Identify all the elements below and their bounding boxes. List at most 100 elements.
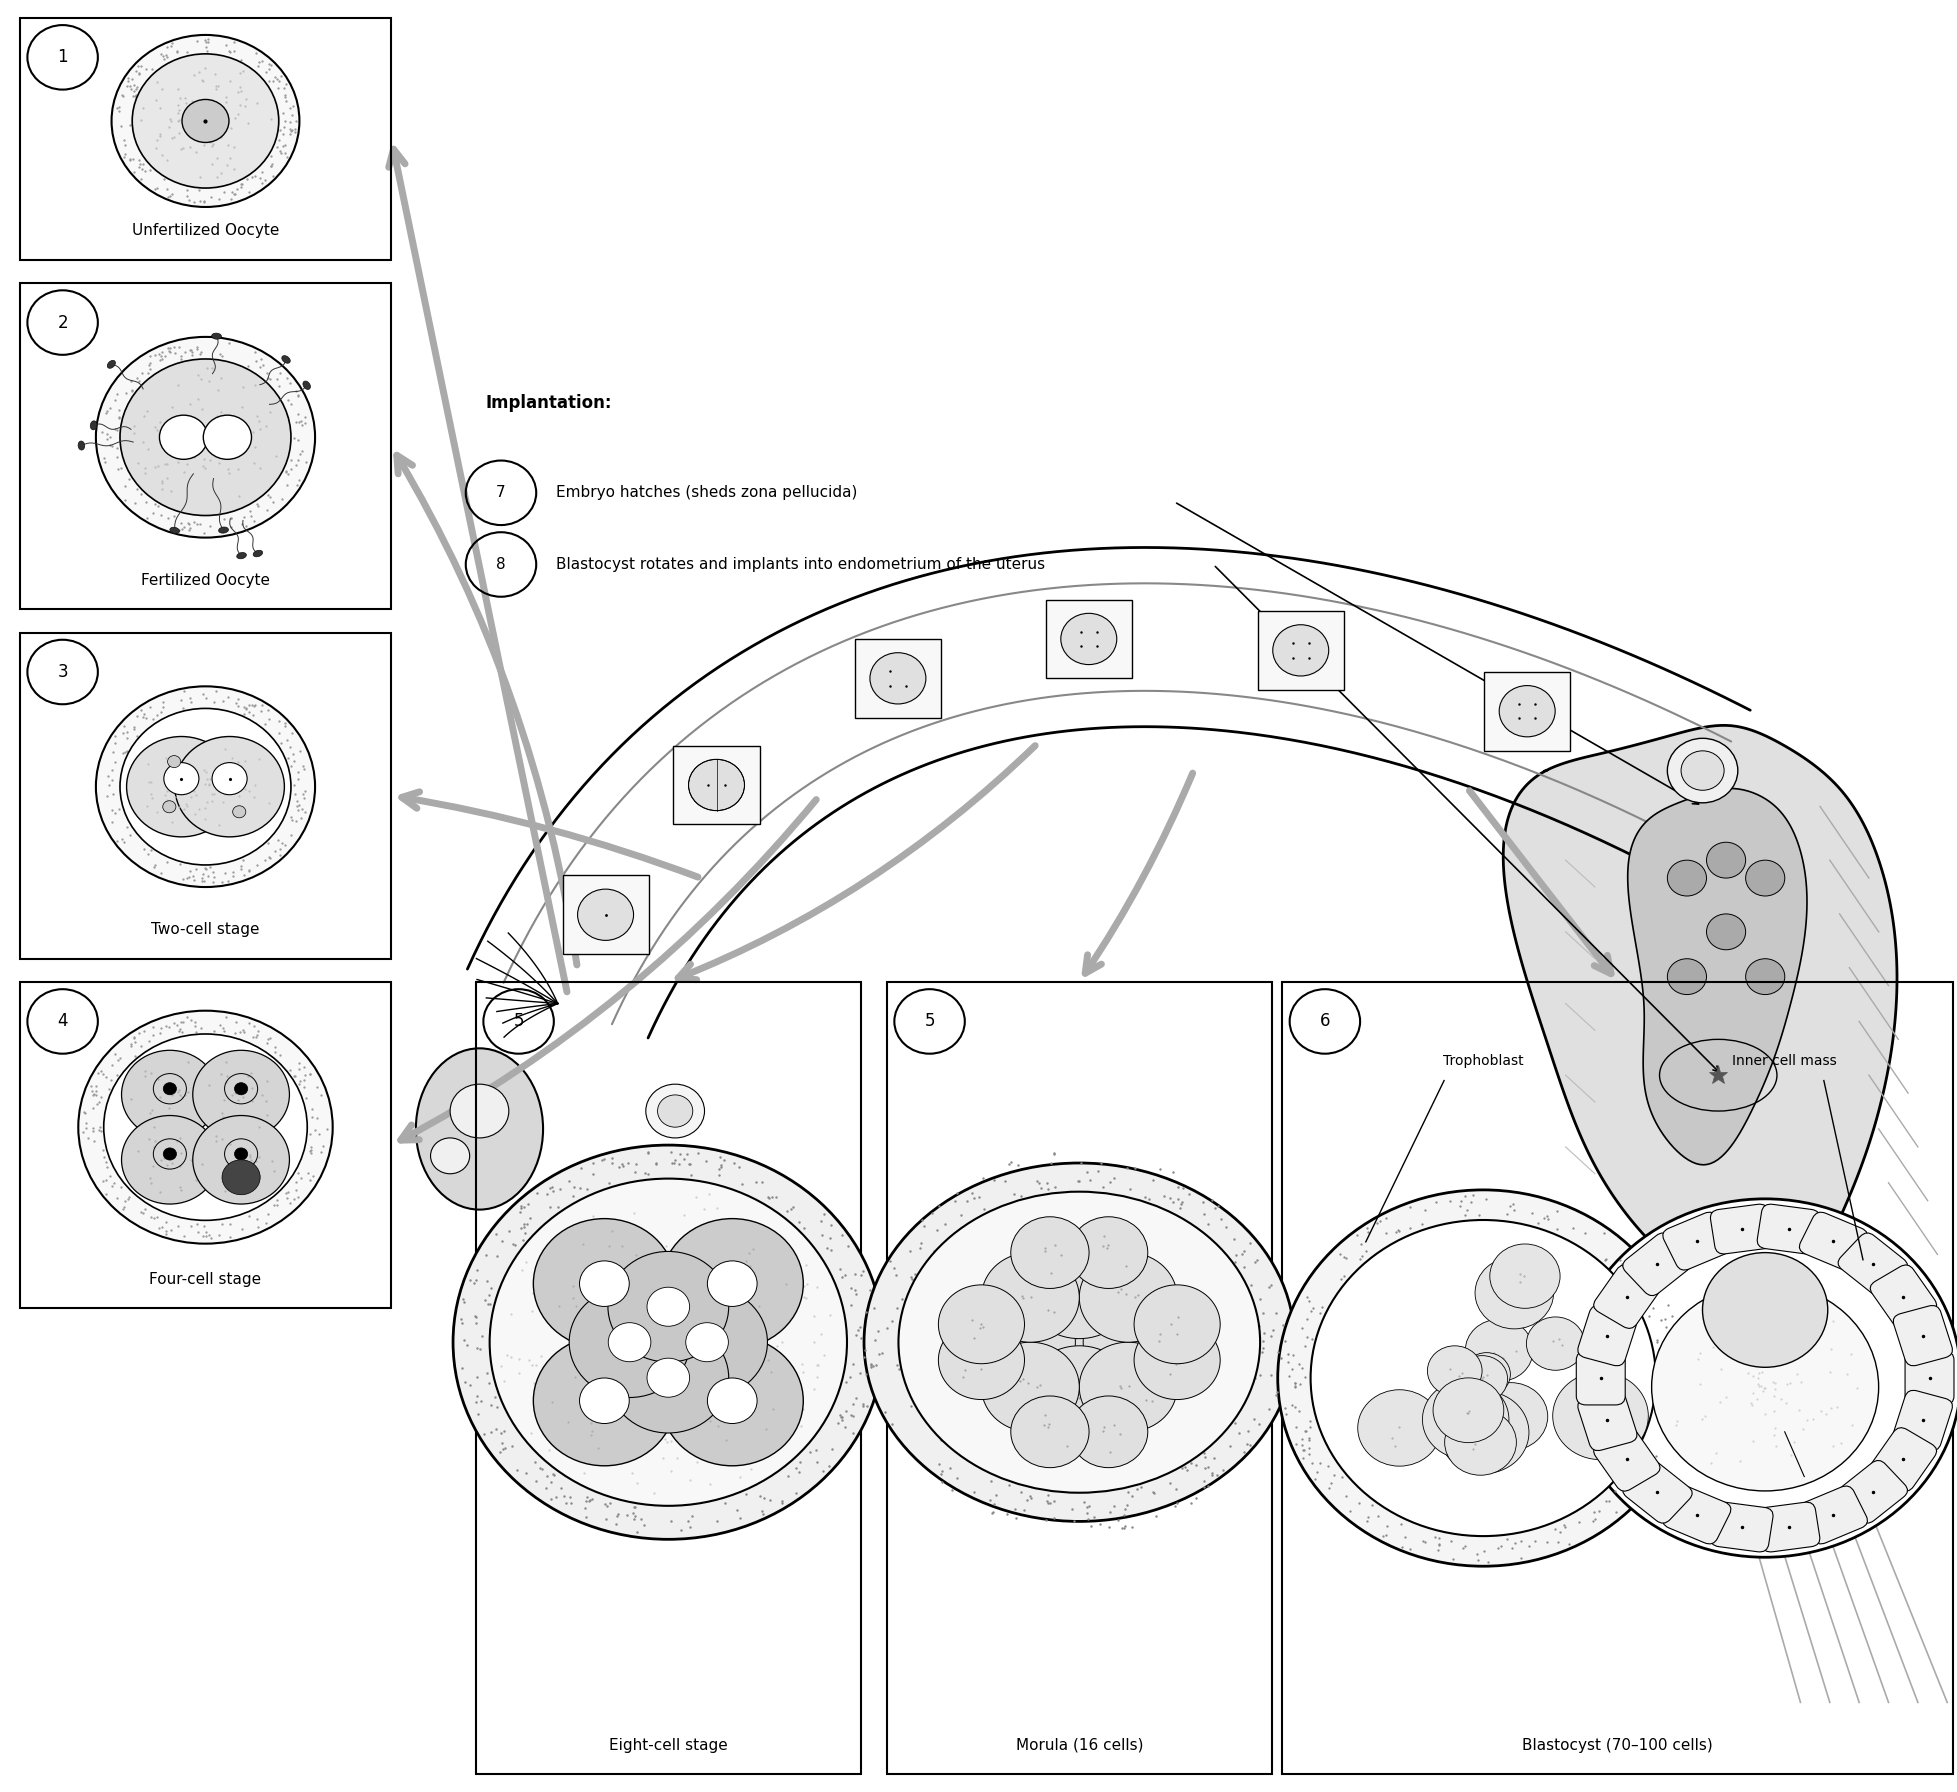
FancyBboxPatch shape: [1798, 1211, 1867, 1271]
Circle shape: [78, 1011, 333, 1244]
Circle shape: [661, 1335, 802, 1466]
Bar: [855, 640, 941, 719]
Circle shape: [609, 1251, 728, 1362]
Circle shape: [133, 54, 278, 188]
Circle shape: [1667, 738, 1738, 803]
FancyBboxPatch shape: [1622, 1233, 1693, 1296]
Circle shape: [579, 1262, 630, 1306]
Text: 5: 5: [924, 1012, 935, 1030]
Text: Blastocyst rotates and implants into endometrium of the uterus: Blastocyst rotates and implants into end…: [556, 557, 1045, 572]
Circle shape: [1080, 1342, 1178, 1432]
Bar: [20, 982, 391, 1308]
Text: Implantation:: Implantation:: [485, 394, 613, 412]
Circle shape: [96, 337, 315, 538]
Polygon shape: [1628, 788, 1806, 1165]
Circle shape: [569, 1287, 691, 1398]
Polygon shape: [1503, 726, 1896, 1296]
Circle shape: [1278, 1190, 1689, 1566]
Circle shape: [431, 1138, 470, 1174]
Circle shape: [1667, 860, 1707, 896]
Circle shape: [1311, 1220, 1656, 1536]
Circle shape: [982, 1253, 1080, 1342]
Text: 7: 7: [497, 486, 505, 500]
Circle shape: [1061, 613, 1117, 665]
Circle shape: [706, 1378, 757, 1423]
Circle shape: [221, 1159, 260, 1195]
Ellipse shape: [252, 550, 262, 557]
FancyBboxPatch shape: [1593, 1428, 1660, 1491]
Bar: [1282, 982, 1953, 1774]
Circle shape: [119, 358, 292, 516]
Circle shape: [1464, 1353, 1511, 1396]
Ellipse shape: [237, 552, 247, 559]
Circle shape: [609, 1322, 652, 1362]
Circle shape: [204, 416, 252, 459]
Bar: [20, 18, 391, 260]
Circle shape: [1652, 1283, 1879, 1491]
Circle shape: [1080, 1253, 1178, 1342]
Ellipse shape: [282, 355, 290, 364]
Circle shape: [534, 1219, 675, 1349]
FancyBboxPatch shape: [1904, 1351, 1953, 1405]
Bar: [562, 874, 648, 953]
Ellipse shape: [898, 1192, 1260, 1493]
Circle shape: [1135, 1321, 1221, 1400]
Circle shape: [685, 1322, 728, 1362]
Circle shape: [159, 416, 207, 459]
FancyBboxPatch shape: [1577, 1306, 1636, 1366]
Circle shape: [1025, 1346, 1135, 1446]
FancyBboxPatch shape: [1577, 1391, 1636, 1450]
Circle shape: [162, 1082, 176, 1095]
FancyBboxPatch shape: [1798, 1486, 1867, 1545]
FancyBboxPatch shape: [1710, 1502, 1773, 1552]
Circle shape: [1427, 1346, 1481, 1396]
Circle shape: [162, 801, 176, 814]
Circle shape: [1433, 1378, 1503, 1443]
Text: 1: 1: [57, 48, 68, 66]
Circle shape: [939, 1321, 1025, 1400]
FancyBboxPatch shape: [1892, 1306, 1953, 1366]
Ellipse shape: [108, 360, 115, 369]
Ellipse shape: [865, 1163, 1296, 1521]
Circle shape: [119, 708, 292, 866]
Bar: [476, 982, 861, 1774]
Circle shape: [939, 1285, 1025, 1364]
FancyBboxPatch shape: [1871, 1428, 1937, 1491]
FancyBboxPatch shape: [1757, 1204, 1820, 1254]
Text: Eight-cell stage: Eight-cell stage: [609, 1738, 728, 1753]
Circle shape: [1456, 1355, 1507, 1401]
Bar: [20, 633, 391, 959]
Circle shape: [1466, 1319, 1532, 1382]
Ellipse shape: [90, 421, 98, 430]
Text: 5: 5: [513, 1012, 524, 1030]
Circle shape: [982, 1342, 1080, 1432]
Bar: [1483, 672, 1570, 751]
Circle shape: [1022, 1288, 1139, 1396]
Circle shape: [534, 1335, 675, 1466]
Circle shape: [871, 652, 926, 704]
Circle shape: [1746, 959, 1785, 995]
Circle shape: [235, 1149, 249, 1159]
Circle shape: [121, 1115, 219, 1204]
Text: 6: 6: [1319, 1012, 1331, 1030]
Circle shape: [168, 756, 180, 767]
Circle shape: [1570, 1199, 1957, 1557]
Circle shape: [194, 1115, 290, 1204]
Circle shape: [454, 1145, 885, 1539]
Circle shape: [1681, 751, 1724, 790]
FancyBboxPatch shape: [1838, 1233, 1908, 1296]
Text: Four-cell stage: Four-cell stage: [149, 1272, 262, 1287]
FancyBboxPatch shape: [1710, 1204, 1773, 1254]
Circle shape: [599, 1167, 634, 1199]
Text: Blastocoel: Blastocoel: [1742, 1423, 1806, 1435]
Text: Unfertilized Oocyte: Unfertilized Oocyte: [131, 224, 280, 238]
Circle shape: [1474, 1383, 1548, 1450]
FancyBboxPatch shape: [1593, 1265, 1660, 1328]
Text: Blastocyst (70–100 cells): Blastocyst (70–100 cells): [1523, 1738, 1712, 1753]
Bar: [673, 745, 759, 824]
Ellipse shape: [78, 441, 84, 450]
Ellipse shape: [219, 527, 229, 534]
Text: Two-cell stage: Two-cell stage: [151, 923, 260, 937]
Circle shape: [661, 1219, 802, 1349]
Circle shape: [1272, 625, 1329, 676]
